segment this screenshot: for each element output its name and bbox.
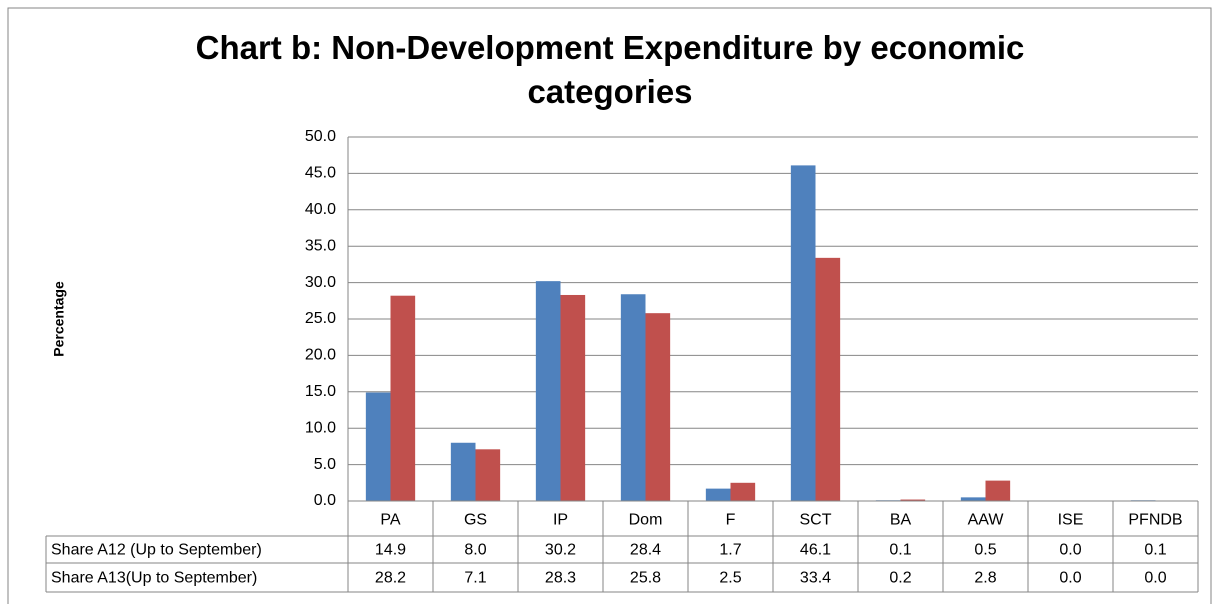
x-tick-label: BA (890, 512, 912, 529)
y-tick-label: 10.0 (305, 419, 336, 436)
bar (790, 165, 816, 501)
x-tick-label: SCT (800, 512, 832, 529)
x-tick-label: IP (553, 512, 568, 529)
table-cell: 2.8 (974, 570, 996, 587)
bar (365, 392, 391, 501)
table-cell: 25.8 (630, 570, 661, 587)
y-tick-label: 50.0 (305, 128, 336, 145)
x-tick-label: F (726, 512, 736, 529)
table-cell: 0.1 (1144, 542, 1166, 559)
bar (960, 497, 986, 501)
table-cell: 28.3 (545, 570, 576, 587)
bar (985, 480, 1011, 501)
x-tick-label: Dom (629, 512, 663, 529)
bar (815, 257, 841, 501)
table-cell: 14.9 (375, 542, 406, 559)
y-tick-label: 45.0 (305, 165, 336, 182)
table-cell: 8.0 (464, 542, 486, 559)
legend-label: Share A13(Up to September) (51, 570, 257, 587)
table-cell: 1.7 (719, 542, 741, 559)
y-tick-label: 20.0 (305, 347, 336, 364)
table-cell: 46.1 (800, 542, 831, 559)
y-tick-label: 30.0 (305, 274, 336, 291)
bar (475, 449, 501, 501)
table-cell: 0.0 (1059, 570, 1081, 587)
y-tick-label: 40.0 (305, 201, 336, 218)
legend-label: Share A12 (Up to September) (51, 542, 262, 559)
bar (645, 313, 671, 501)
bar (450, 442, 476, 501)
table-cell: 7.1 (464, 570, 486, 587)
bar (620, 294, 646, 501)
bar (705, 488, 731, 501)
y-axis-label: Percentage (51, 281, 67, 357)
y-tick-label: 0.0 (314, 492, 336, 509)
table-cell: 33.4 (800, 570, 831, 587)
x-tick-label: PA (380, 512, 400, 529)
y-tick-label: 5.0 (314, 456, 336, 473)
bar (535, 281, 561, 501)
y-tick-label: 35.0 (305, 237, 336, 254)
bar (560, 294, 586, 501)
table-cell: 0.0 (1144, 570, 1166, 587)
x-tick-label: ISE (1058, 512, 1084, 529)
chart-border (7, 7, 1212, 604)
table-cell: 0.1 (889, 542, 911, 559)
table-cell: 0.5 (974, 542, 996, 559)
table-cell: 28.2 (375, 570, 406, 587)
y-tick-label: 15.0 (305, 383, 336, 400)
bar (900, 499, 926, 501)
table-cell: 0.0 (1059, 542, 1081, 559)
x-tick-label: GS (464, 512, 487, 529)
table-cell: 28.4 (630, 542, 661, 559)
table-cell: 0.2 (889, 570, 911, 587)
chart-title: Chart b: Non-Development Expenditure by … (196, 29, 1025, 110)
x-tick-label: PFNDB (1128, 512, 1182, 529)
bar (390, 295, 416, 501)
bar (730, 482, 756, 501)
table-cell: 30.2 (545, 542, 576, 559)
x-tick-label: AAW (968, 512, 1005, 529)
y-tick-label: 25.0 (305, 310, 336, 327)
table-cell: 2.5 (719, 570, 741, 587)
